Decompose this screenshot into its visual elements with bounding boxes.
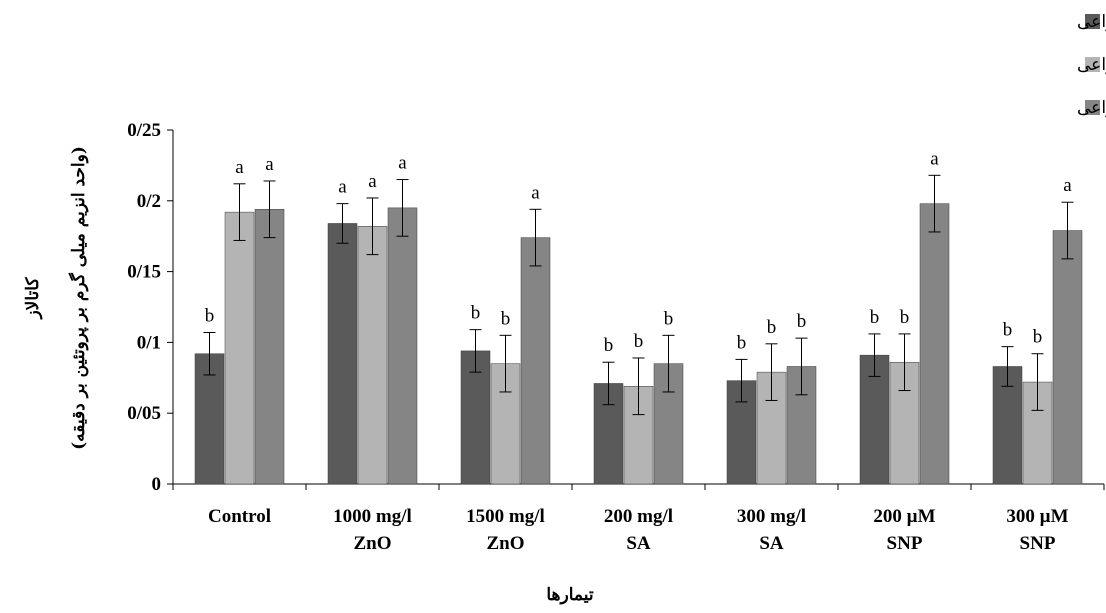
bar (520, 237, 551, 485)
y-tick-label: 0 (152, 474, 162, 495)
x-tick-label: ZnO (486, 533, 524, 554)
bar (1052, 230, 1083, 485)
significance-letter: b (471, 303, 481, 324)
x-tick-label: Control (208, 506, 271, 527)
x-tick-label: SA (626, 533, 651, 554)
significance-letter: b (767, 317, 777, 338)
plot-area: 0 0/05 0/1 0/15 0/2 0/25 Control 1000 mg/l ZnO 15… (127, 120, 1105, 554)
y-tick-label: 0/1 (137, 332, 161, 353)
significance-letter: a (531, 182, 540, 203)
x-tick-label: 1000 mg/l (333, 506, 412, 527)
significance-letter: b (501, 308, 511, 329)
x-tick-label: SNP (1020, 533, 1056, 554)
x-tick-label: 300 µM (1006, 506, 1068, 527)
bar (919, 203, 950, 485)
significance-letter: a (1063, 175, 1072, 196)
bar (387, 207, 418, 485)
x-tick-label: SA (759, 533, 784, 554)
legend-label: تنش ۸۵ ٪ ظرفیت زراعی (1077, 12, 1106, 32)
significance-letter: b (900, 307, 910, 328)
bar (224, 211, 255, 485)
significance-letter: a (338, 177, 347, 198)
significance-letter: a (235, 157, 244, 178)
x-axis-title: تیمارها (546, 585, 593, 605)
x-tick-label: 200 mg/l (604, 506, 673, 527)
x-tick-label: 300 mg/l (737, 506, 806, 527)
x-tick-label: ZnO (353, 533, 391, 554)
y-tick-label: 0/25 (127, 120, 161, 141)
legend-label: تنش ۵۵٪ ظرفیت زراعی (1077, 98, 1106, 118)
significance-letter: a (398, 153, 407, 174)
bar (327, 223, 358, 485)
y-tick-label: 0/15 (127, 262, 161, 283)
bar (194, 353, 225, 485)
y-axis-title: کاتالاز (23, 277, 43, 321)
significance-letter: b (604, 335, 614, 356)
x-tick-label: SNP (887, 533, 923, 554)
significance-letter: a (368, 171, 377, 192)
bar (357, 226, 388, 485)
significance-letter: b (634, 331, 644, 352)
legend-swatch (1085, 100, 1100, 115)
bar (254, 209, 285, 485)
significance-letter: b (205, 305, 215, 326)
significance-letter: a (265, 154, 274, 175)
significance-letter: b (1003, 320, 1013, 341)
significance-letter: b (1033, 327, 1043, 348)
significance-letter: b (797, 311, 807, 332)
significance-letter: b (870, 307, 880, 328)
x-tick-label: 200 µM (873, 506, 935, 527)
legend-swatch (1085, 14, 1100, 29)
legend: تنش ۸۵ ٪ ظرفیت زراعی تنش ٦۵ ٪ ظرفیت زراعی… (1077, 12, 1106, 118)
significance-letter: a (930, 148, 939, 169)
significance-letter: b (737, 332, 747, 353)
bar (460, 350, 491, 485)
y-tick-label: 0/05 (127, 403, 161, 424)
x-tick-label: 1500 mg/l (466, 506, 545, 527)
y-axis-unit: (واحد انزیم میلی گرم بر پروتئین بر دقیقه… (68, 146, 89, 450)
legend-label: تنش ٦۵ ٪ ظرفیت زراعی (1077, 55, 1106, 75)
y-tick-label: 0/2 (137, 191, 161, 212)
legend-swatch (1085, 57, 1100, 72)
significance-letter: b (664, 308, 674, 329)
